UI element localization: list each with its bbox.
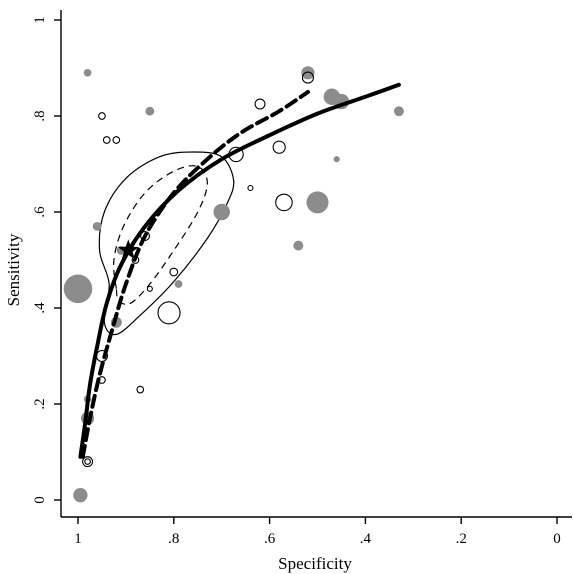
confidence-regions	[98, 151, 235, 336]
summary-point-star	[117, 239, 139, 260]
study-point-open	[112, 136, 121, 144]
study-point-open	[169, 267, 179, 277]
summary-point	[117, 239, 139, 260]
prediction-region	[113, 165, 208, 305]
study-point-filled	[145, 106, 155, 116]
confidence-region	[98, 151, 235, 336]
x-tick-label: .2	[456, 531, 467, 547]
y-tick-label: .2	[32, 398, 48, 409]
study-point-open	[247, 184, 254, 192]
study-point-filled	[213, 203, 230, 221]
y-axis-title: Sensitivity	[4, 233, 23, 306]
study-point-open	[272, 140, 286, 154]
study-point-filled	[174, 280, 183, 288]
x-tick-label: .4	[360, 531, 372, 547]
study-point-open	[301, 71, 314, 84]
study-point-open	[254, 98, 266, 110]
study-point-open	[98, 112, 106, 120]
sroc-curve-solid	[78, 82, 401, 459]
study-point-filled	[393, 106, 404, 117]
y-tick-label: 0	[32, 496, 48, 504]
study-point-filled	[83, 68, 92, 77]
study-point-open	[102, 136, 111, 144]
study-point-filled	[92, 222, 102, 231]
study-point-open	[84, 458, 91, 465]
sroc-curves	[78, 82, 401, 459]
sroc-curve-dashed	[80, 90, 310, 459]
study-point-filled	[333, 156, 340, 163]
x-tick-label: .6	[264, 531, 276, 547]
y-tick-label: .6	[32, 206, 48, 218]
y-tick-label: 1	[32, 16, 48, 24]
study-point-open	[136, 385, 145, 394]
study-point-open	[157, 301, 181, 325]
study-point-open	[275, 193, 293, 212]
study-point-filled	[301, 66, 315, 80]
study-point-filled	[306, 191, 329, 214]
x-tick-label: 1	[74, 531, 82, 547]
study-point-open	[82, 456, 94, 468]
y-tick-label: .8	[32, 110, 48, 121]
study-point-filled	[73, 488, 88, 503]
study-point-filled	[293, 240, 304, 251]
x-tick-label: 0	[553, 531, 561, 547]
study-point-open	[146, 285, 153, 292]
y-tick-label: .4	[32, 302, 48, 314]
x-axis-title: Specificity	[278, 554, 352, 573]
chart-axes: 1 .8 .6 .4 .2 0 0 .2 .4 .6 .8 1	[32, 10, 572, 547]
study-point-filled	[63, 274, 93, 304]
x-tick-label: .8	[168, 531, 179, 547]
